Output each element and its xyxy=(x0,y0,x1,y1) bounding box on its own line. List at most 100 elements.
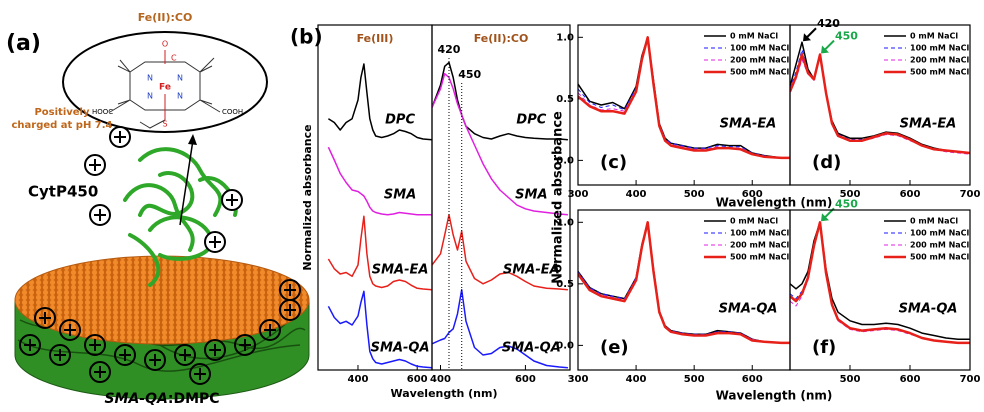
spectrum-line xyxy=(432,214,568,291)
plot-area xyxy=(578,36,790,160)
spectrum-line xyxy=(432,61,568,141)
arrow-head xyxy=(821,45,829,54)
legend-label: 500 mM NaCl xyxy=(730,68,790,77)
arrow-head xyxy=(821,213,829,222)
x-tick-label: 600 xyxy=(900,374,921,385)
plot-area xyxy=(790,41,970,155)
plot-area xyxy=(327,63,432,369)
x-tick-label: 600 xyxy=(407,374,428,385)
x-tick-label: 500 xyxy=(684,374,705,385)
x-tick-label: 600 xyxy=(900,189,921,200)
spectrum-line xyxy=(327,290,432,369)
peak-label: 450 xyxy=(835,197,858,210)
heme-atom: HOOC xyxy=(92,108,113,116)
heme-ellipse xyxy=(62,31,268,133)
legend-label: 200 mM NaCl xyxy=(910,241,970,250)
panel-label: (d) xyxy=(812,152,841,173)
plot-area xyxy=(432,61,568,369)
spectrum-line xyxy=(790,221,970,345)
panel-label: (a) xyxy=(6,31,41,56)
sample-label: SMA-QA xyxy=(899,302,958,317)
y-tick-label: 1.0 xyxy=(556,217,574,228)
legend-label: 0 mM NaCl xyxy=(910,32,958,41)
heme-atom: C xyxy=(171,54,177,63)
y-tick-label: 0.5 xyxy=(556,94,574,105)
spectrum-line xyxy=(790,53,970,155)
legend-label: 200 mM NaCl xyxy=(910,56,970,65)
legend-label: 200 mM NaCl xyxy=(730,241,790,250)
heme-atom: O xyxy=(162,40,168,49)
plot-area xyxy=(790,221,970,345)
polymer: SMA-QA xyxy=(104,391,167,407)
protein xyxy=(123,147,238,287)
plot-area xyxy=(578,221,790,345)
subplot-title: Fe(II):CO xyxy=(474,32,529,45)
spectrum-line xyxy=(432,289,568,369)
x-tick-label: 400 xyxy=(626,374,647,385)
spectrum-line xyxy=(327,215,432,291)
spectrum-line xyxy=(432,72,568,216)
panel-a: (a) Fe(II):CO Fe N N N N C O S HOOC COOH… xyxy=(6,11,310,407)
trace-label: SMA-QA xyxy=(502,340,561,355)
x-axis-label: Wavelength (nm) xyxy=(716,389,833,403)
peak-label: 450 xyxy=(458,68,481,81)
trace-label: SMA-EA xyxy=(372,262,429,277)
x-tick-label: 600 xyxy=(742,374,763,385)
trace-label: DPC xyxy=(385,112,415,127)
axes-frame xyxy=(789,24,971,186)
trace-label: SMA-QA xyxy=(371,340,430,355)
trace-label: SMA xyxy=(384,187,416,202)
panel-label: (b) xyxy=(290,25,323,49)
protein-label: CytP450 xyxy=(28,183,98,201)
trace-label: SMA xyxy=(515,187,547,202)
legend-label: 100 mM NaCl xyxy=(730,44,790,53)
sample-label: SMA-EA xyxy=(720,117,777,132)
legend-label: 100 mM NaCl xyxy=(730,229,790,238)
x-tick-label: 600 xyxy=(515,374,536,385)
heme-atom: N xyxy=(147,92,153,101)
spectrum-line xyxy=(327,146,432,216)
legend-label: 500 mM NaCl xyxy=(910,68,970,77)
panel-label: (e) xyxy=(600,337,629,358)
x-tick-label: 700 xyxy=(960,189,981,200)
trace-label: DPC xyxy=(516,112,546,127)
trace-label: SMA-EA xyxy=(503,262,560,277)
x-tick-label: 500 xyxy=(840,189,861,200)
legend-label: 0 mM NaCl xyxy=(910,217,958,226)
heme-atom: N xyxy=(177,92,183,101)
y-tick-label: 0.0 xyxy=(556,340,574,351)
x-tick-label: 400 xyxy=(348,374,369,385)
porphyrin xyxy=(109,50,221,129)
x-tick-label: 700 xyxy=(960,374,981,385)
heme-atom: N xyxy=(177,74,183,83)
legend-label: 0 mM NaCl xyxy=(730,32,778,41)
spectrum-line xyxy=(578,36,790,160)
axes-frame xyxy=(789,209,971,371)
arrow-head xyxy=(803,33,811,42)
complex-label: Fe(II):CO xyxy=(138,11,193,24)
legend-label: 200 mM NaCl xyxy=(730,56,790,65)
x-axis-label: Wavelength (nm) xyxy=(391,387,498,400)
legend-label: 500 mM NaCl xyxy=(910,253,970,262)
spectrum-line xyxy=(327,63,432,141)
x-tick-label: 400 xyxy=(430,374,451,385)
heme-atom: Fe xyxy=(159,83,171,93)
arrow-head xyxy=(188,134,197,145)
sample-label: SMA-QA xyxy=(719,302,778,317)
arrow xyxy=(179,139,194,226)
legend-label: 100 mM NaCl xyxy=(910,229,970,238)
y-axis-label: Normalized absorbance xyxy=(301,124,314,270)
peak-label: 450 xyxy=(835,30,858,43)
lipid: :DMPC xyxy=(168,391,220,407)
axes-frame xyxy=(431,24,571,371)
heme-atom: S xyxy=(162,120,167,129)
x-axis-label: Wavelength (nm) xyxy=(716,196,833,210)
charge-note: Positively xyxy=(34,107,90,118)
y-axis-label: Normalized absorbance xyxy=(551,111,566,284)
peak-label: 420 xyxy=(438,43,461,56)
legend-label: 0 mM NaCl xyxy=(730,217,778,226)
x-tick-label: 400 xyxy=(626,189,647,200)
heme-atom: COOH xyxy=(222,108,243,116)
